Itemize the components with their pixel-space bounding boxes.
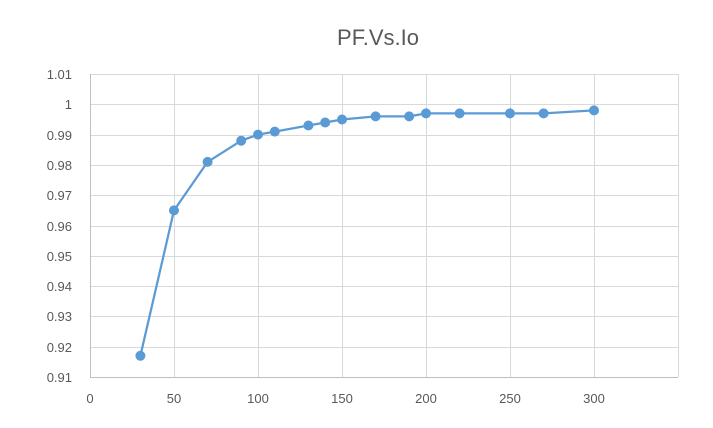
y-tick-label: 0.92 xyxy=(47,340,72,355)
data-point xyxy=(538,108,549,119)
x-tick-label: 250 xyxy=(499,391,521,406)
y-tick-label: 0.98 xyxy=(47,158,72,173)
data-point xyxy=(589,105,599,116)
data-point xyxy=(202,156,213,167)
data-point xyxy=(505,108,515,119)
grid-layer xyxy=(90,74,679,377)
y-tick-label: 0.91 xyxy=(47,370,72,385)
y-tick-label: 1.01 xyxy=(47,67,72,82)
x-tick-label: 150 xyxy=(331,391,353,406)
x-tick-label: 100 xyxy=(247,391,269,406)
x-tick-label: 300 xyxy=(583,391,605,406)
chart-title: PF.Vs.Io xyxy=(337,25,419,50)
x-tick-label: 0 xyxy=(86,391,93,406)
x-tick-label: 50 xyxy=(167,391,181,406)
data-point xyxy=(269,126,280,137)
axis-layer: 0.91 0.92 0.93 0.94 0.95 0.96 0.97 0.98 0.99 1 1.0… xyxy=(47,67,678,406)
series-line xyxy=(139,109,596,357)
data-point xyxy=(421,108,431,119)
x-tick-label: 200 xyxy=(415,391,437,406)
data-point xyxy=(320,117,331,128)
y-tick-label: 0.96 xyxy=(47,219,72,234)
y-tick-label: 0.99 xyxy=(47,128,72,143)
data-point xyxy=(404,111,415,122)
data-point xyxy=(370,111,381,122)
data-point xyxy=(253,129,263,140)
y-tick-label: 0.93 xyxy=(47,309,72,324)
series-layer xyxy=(135,105,599,361)
y-tick-label: 0.94 xyxy=(47,279,72,294)
data-point xyxy=(169,205,179,216)
data-point xyxy=(135,350,146,361)
y-tick-label: 0.95 xyxy=(47,249,72,264)
data-point xyxy=(454,108,465,119)
y-tick-label: 1 xyxy=(65,97,72,112)
data-point xyxy=(236,135,247,146)
y-tick-label: 0.97 xyxy=(47,188,72,203)
data-point xyxy=(303,120,314,131)
data-point xyxy=(337,114,347,125)
